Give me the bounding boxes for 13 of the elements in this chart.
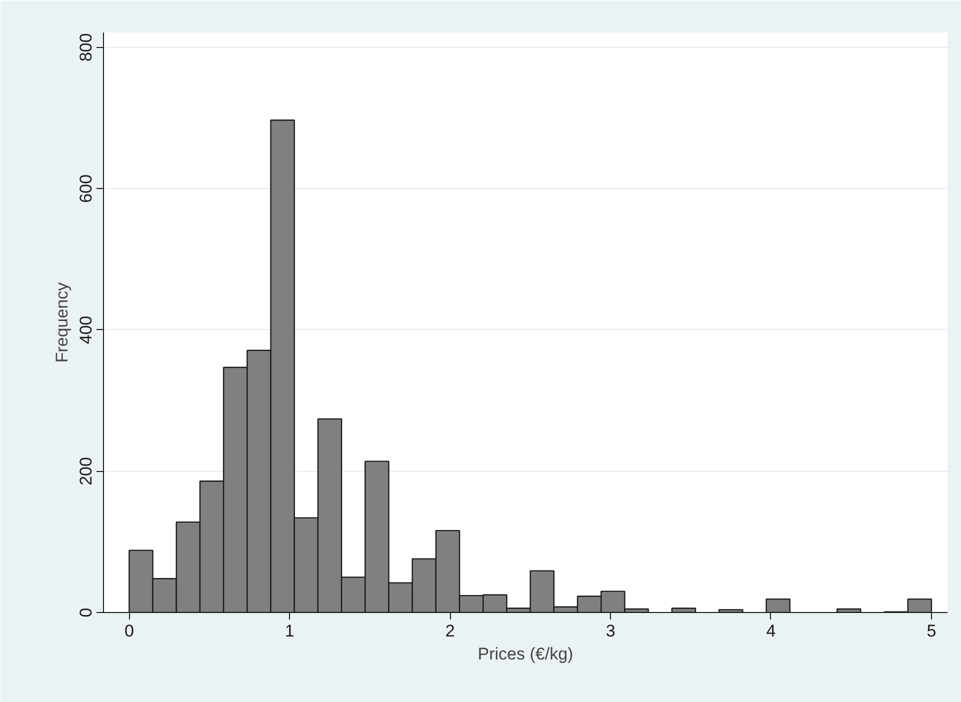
y-tick-label: 800: [76, 33, 96, 62]
x-tick-label: 1: [284, 622, 294, 640]
y-tick-label: 0: [76, 608, 96, 618]
y-tick-label: 200: [76, 457, 96, 486]
x-tick-label: 5: [926, 622, 936, 640]
x-tick-label: 3: [606, 622, 616, 640]
x-tick-label: 4: [766, 622, 776, 640]
y-tick-label: 600: [76, 174, 96, 203]
x-tick-label: 0: [124, 622, 134, 640]
y-axis-title: Frequency: [52, 282, 72, 363]
x-axis-title: Prices (€/kg): [478, 644, 574, 664]
y-tick-label: 400: [76, 316, 96, 344]
x-tick-label: 2: [445, 622, 455, 640]
